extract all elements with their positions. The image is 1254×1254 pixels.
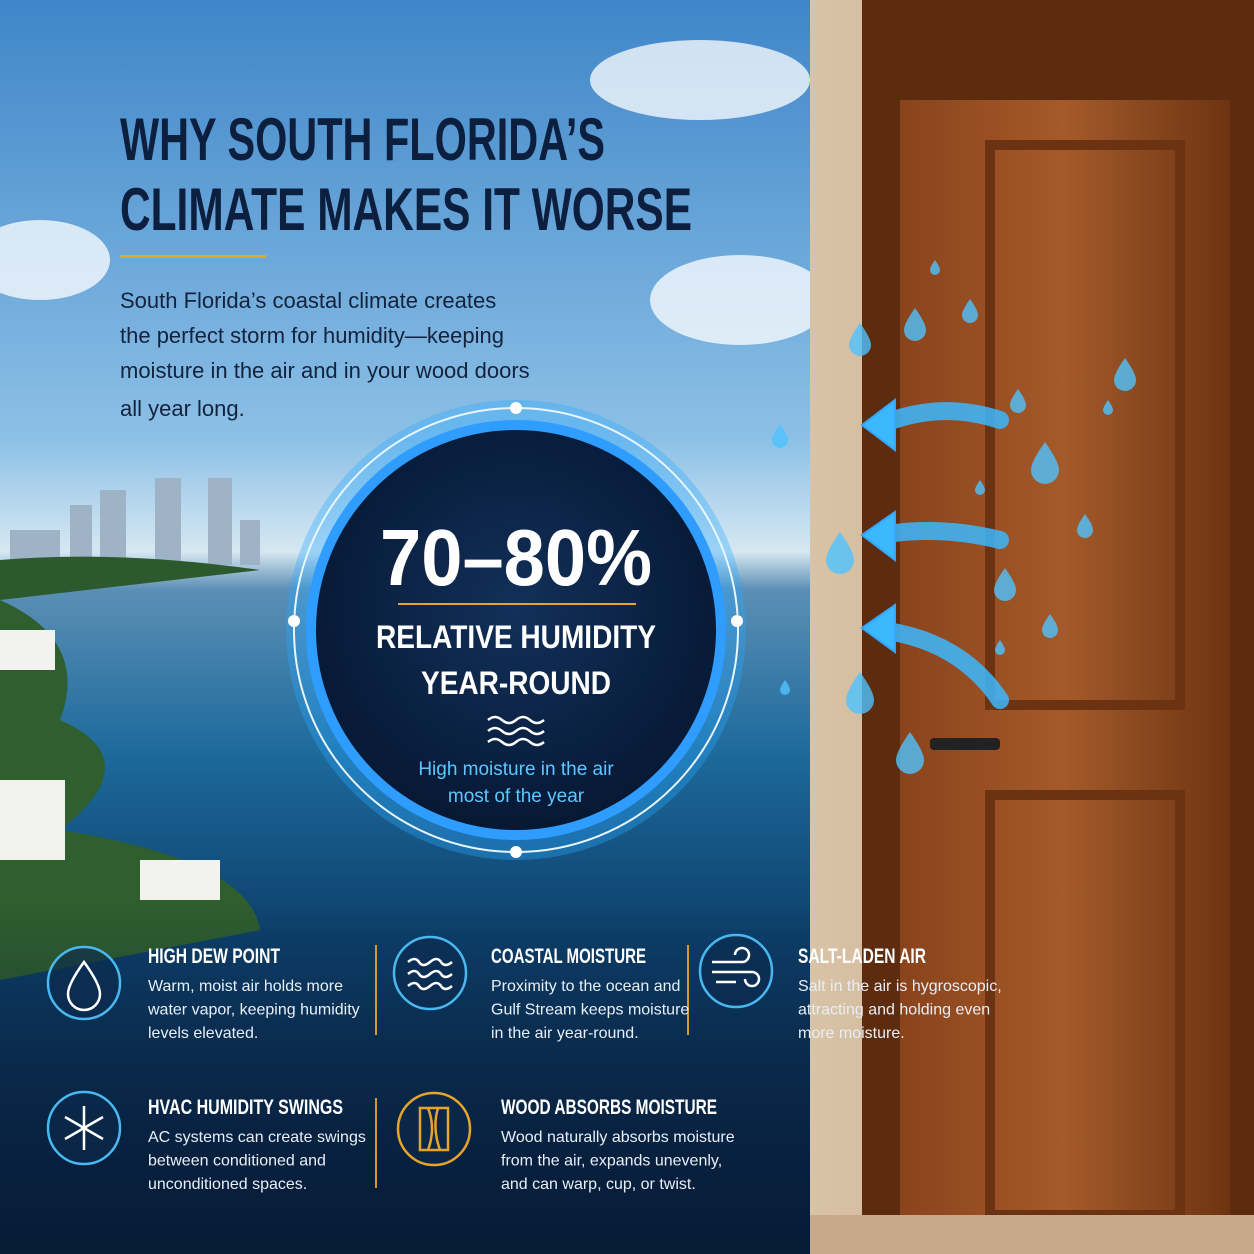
factor-dividers (375, 945, 689, 1188)
factor-text: unconditioned spaces. (148, 1176, 307, 1193)
factor-title: HVAC HUMIDITY SWINGS (148, 1096, 343, 1119)
factor-text: Gulf Stream keeps moisture (491, 1002, 689, 1019)
title-line: WHY SOUTH FLORIDA’S (120, 106, 605, 173)
stat-divider (398, 603, 636, 605)
stat-label: RELATIVE HUMIDITY (376, 619, 656, 655)
stat-caption: most of the year (448, 786, 585, 807)
factor-text: and can warp, cup, or twist. (501, 1176, 696, 1193)
factor-text: Proximity to the ocean and (491, 978, 680, 995)
stat-label: YEAR-ROUND (421, 665, 611, 701)
factor-title: SALT-LADEN AIR (798, 945, 926, 968)
factors: HIGH DEW POINT Warm, moist air holds more… (147, 945, 1002, 1193)
droplet (994, 568, 1016, 601)
stat-disc (306, 420, 726, 840)
factor-text: more moisture. (798, 1025, 905, 1042)
droplet (962, 299, 978, 323)
droplet (904, 308, 926, 341)
droplet (846, 672, 874, 714)
stat-value: 70–80% (380, 513, 652, 602)
title-line: CLIMATE MAKES IT WORSE (120, 176, 692, 243)
intro-line: South Florida’s coastal climate creates (120, 288, 496, 313)
intro: South Florida’s coastal climate creates … (120, 288, 530, 421)
droplet (1103, 400, 1113, 415)
water-droplets (772, 260, 1136, 774)
stat-caption: High moisture in the air (418, 759, 614, 780)
factor-text: levels elevated. (148, 1025, 258, 1042)
factor-text: water vapor, keeping humidity (147, 1002, 360, 1019)
arrow-heads (860, 397, 896, 654)
floor (810, 1215, 1254, 1254)
ring-dots (288, 402, 743, 858)
factor-title: WOOD ABSORBS MOISTURE (501, 1096, 717, 1119)
factor-text: from the air, expands unevenly, (501, 1153, 722, 1170)
factor-title: COASTAL MOISTURE (491, 945, 646, 968)
droplet (1042, 614, 1058, 638)
droplet (995, 640, 1005, 655)
factor-text: between conditioned and (148, 1153, 326, 1170)
droplet (1010, 389, 1026, 413)
shore (0, 556, 260, 600)
factor-text: Salt in the air is hygroscopic, (798, 978, 1002, 995)
clouds (0, 40, 830, 345)
intro-line: all year long. (120, 396, 245, 421)
factor-text: in the air year-round. (491, 1025, 639, 1042)
factor-text: AC systems can create swings (148, 1129, 366, 1146)
droplet (930, 260, 940, 275)
droplet (1031, 442, 1059, 484)
skyline (10, 478, 260, 565)
waves-icon (487, 715, 545, 747)
droplet (780, 680, 790, 695)
factor-text: Warm, moist air holds more (148, 978, 343, 995)
factor-icons (46, 933, 774, 1167)
door-handle (930, 738, 1000, 750)
droplet (896, 732, 924, 774)
droplet (1114, 358, 1136, 391)
droplet (849, 323, 871, 356)
droplet (975, 480, 985, 495)
factor-title: HIGH DEW POINT (148, 945, 280, 968)
droplet (1077, 514, 1093, 538)
houses (0, 630, 220, 900)
droplet (772, 424, 788, 448)
factor-text: attracting and holding even (798, 1002, 990, 1019)
intro-line: the perfect storm for humidity—keeping (120, 323, 504, 348)
droplet (826, 532, 854, 574)
title-underline (120, 255, 266, 258)
factor-text: Wood naturally absorbs moisture (501, 1129, 735, 1146)
intro-line: moisture in the air and in your wood doo… (120, 358, 530, 383)
